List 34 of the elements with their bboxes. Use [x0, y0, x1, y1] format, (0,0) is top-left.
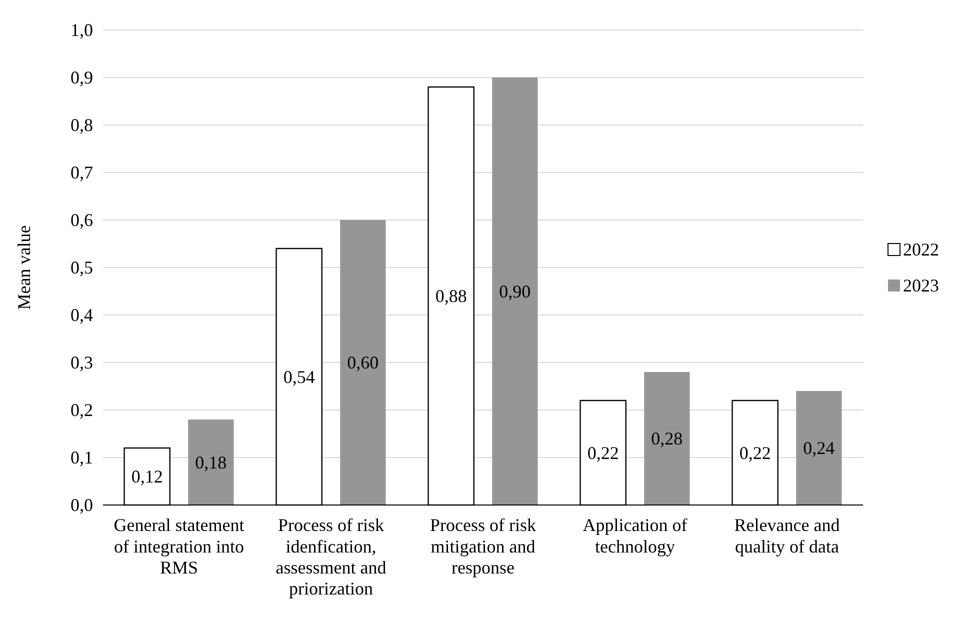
- y-tick-label: 0,8: [70, 115, 93, 135]
- y-tick-label: 0,0: [70, 495, 93, 515]
- data-label: 0,18: [195, 452, 227, 472]
- y-tick-label: 0,3: [70, 352, 93, 372]
- y-axis-title: Mean value: [14, 225, 34, 310]
- data-label: 0,54: [283, 366, 315, 387]
- data-label: 0,22: [587, 442, 619, 463]
- bar: [492, 78, 538, 505]
- x-tick-label: Process of risk mitigation and response: [430, 515, 536, 578]
- x-tick-label: General statement of integration into RMS: [114, 515, 244, 578]
- data-label: 0,60: [347, 352, 379, 372]
- y-tick-label: 0,2: [70, 400, 93, 420]
- y-tick-label: 0,9: [70, 68, 93, 88]
- data-label: 0,88: [435, 286, 467, 306]
- x-tick-label: Application of technology: [582, 515, 688, 556]
- data-label: 0,28: [651, 428, 683, 448]
- bar: [796, 391, 842, 505]
- y-tick-label: 1,0: [70, 20, 93, 40]
- y-tick-label: 0,5: [70, 258, 93, 278]
- bar: [644, 372, 690, 505]
- y-tick-label: 0,6: [70, 210, 93, 230]
- data-label: 0,24: [803, 438, 835, 458]
- data-label: 0,90: [499, 281, 531, 302]
- y-tick-label: 0,1: [70, 448, 93, 468]
- x-tick-label: Relevance and quality of data: [734, 515, 840, 556]
- legend-label: 2022: [903, 240, 939, 260]
- bar: [340, 220, 386, 505]
- data-label: 0,22: [739, 442, 771, 463]
- bar: [188, 420, 234, 505]
- x-tick-label: Process of risk idenfication, assessment and priorization: [276, 515, 386, 598]
- data-label: 0,12: [131, 466, 163, 486]
- y-tick-label: 0,4: [70, 305, 93, 325]
- legend-label: 2023: [903, 276, 939, 296]
- y-tick-label: 0,7: [70, 162, 93, 182]
